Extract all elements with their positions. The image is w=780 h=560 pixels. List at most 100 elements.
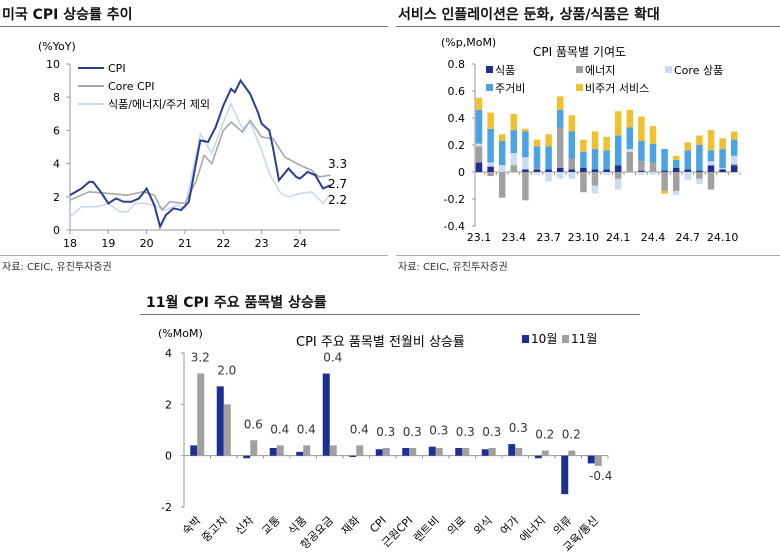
data-label: 2.0: [217, 363, 236, 377]
bar-segment: [591, 131, 599, 150]
left-panel-title: 미국 CPI 상승률 추이: [2, 7, 133, 23]
x-tick-label: 20: [140, 237, 154, 250]
legend-label: 에너지: [585, 64, 615, 77]
bar-segment: [510, 113, 518, 131]
bar-nov: [250, 440, 258, 456]
bar-segment: [649, 162, 657, 172]
bar-segment: [580, 139, 587, 152]
right-panel-title: 서비스 인플레이션은 둔화, 상품/식품은 확대: [398, 7, 660, 23]
bar-nov: [382, 447, 390, 456]
bar-segment: [487, 128, 494, 163]
bar-segment: [510, 130, 518, 154]
x-tick-label: 24.7: [676, 231, 701, 244]
bar-oct: [269, 447, 277, 456]
x-tick-label: 렌트비: [411, 514, 442, 545]
bar-segment: [661, 172, 668, 191]
x-tick-label: 24.4: [641, 231, 666, 244]
y-tick-label: -0.4: [444, 220, 465, 233]
bar-nov: [197, 373, 205, 456]
left-title-divider: [0, 26, 388, 27]
y-axis-unit: (%MoM): [158, 327, 203, 340]
bar-segment: [591, 149, 599, 170]
bar-segment: [487, 112, 494, 129]
bar-nov: [541, 450, 549, 456]
y-tick-label: 0.2: [448, 139, 466, 152]
data-label: 0.4: [323, 351, 342, 365]
bar-oct: [481, 449, 489, 456]
bar-segment: [498, 172, 506, 198]
y-tick-label: 0: [165, 450, 172, 463]
bar-segment: [568, 115, 576, 132]
y-axis-unit: (%YoY): [38, 40, 76, 53]
data-label: 0.3: [376, 425, 395, 439]
legend-label: Core 상품: [674, 64, 723, 77]
bar-segment: [719, 149, 726, 168]
left-source-divider: [0, 255, 388, 256]
bar-segment: [684, 172, 692, 181]
data-label: 3.2: [191, 351, 210, 365]
bar-segment: [626, 151, 634, 172]
data-label: 0.4: [297, 422, 316, 436]
bar-segment: [684, 142, 692, 151]
y-tick-label: 2: [53, 191, 60, 204]
bar-segment: [556, 109, 564, 128]
bar-segment: [580, 151, 587, 168]
bar-segment: [684, 150, 692, 170]
bar-oct: [296, 451, 304, 456]
legend-swatch: [576, 66, 583, 73]
data-label: 0.4: [350, 422, 369, 436]
bar-segment: [614, 111, 622, 136]
legend-label: CPI: [108, 62, 126, 75]
x-tick-label: 외식: [471, 514, 495, 538]
bar-segment: [614, 172, 622, 179]
x-tick-label: 재화: [339, 514, 363, 538]
legend-swatch: [486, 66, 493, 73]
y-tick-label: 2: [165, 398, 172, 411]
bar-nov: [488, 447, 496, 456]
legend-label: 식품/에너지/주거 제외: [108, 98, 210, 111]
data-label: 0.3: [403, 425, 422, 439]
bar-oct: [587, 455, 595, 464]
bar-segment: [533, 146, 541, 168]
legend-label: Core CPI: [108, 80, 155, 93]
bar-segment: [730, 155, 738, 164]
line-series-ex-food-energy-shelter: [69, 101, 332, 218]
right-title-divider: [396, 26, 780, 27]
bar-segment: [568, 169, 576, 172]
bar-segment: [684, 169, 692, 172]
x-tick-label: 24.10: [707, 231, 739, 244]
line-series-cpi: [69, 78, 332, 230]
bottom-title-divider: [140, 314, 640, 315]
bar-segment: [510, 153, 518, 166]
bar-segment: [638, 161, 645, 171]
y-tick-label: 4: [53, 158, 60, 171]
bar-segment: [707, 130, 715, 151]
legend-label: 식품: [495, 64, 515, 77]
bar-segment: [475, 162, 483, 172]
bar-segment: [707, 150, 715, 162]
bar-segment: [614, 178, 622, 190]
x-tick-label: 23.10: [568, 231, 600, 244]
bar-segment: [661, 149, 668, 171]
x-tick-label: 24.1: [606, 231, 631, 244]
bar-segment: [498, 134, 506, 141]
legend-swatch: [522, 335, 529, 343]
bar-oct: [322, 373, 330, 456]
bar-segment: [730, 139, 738, 156]
bar-segment: [522, 172, 529, 201]
bar-segment: [707, 165, 715, 172]
bar-segment: [545, 172, 552, 182]
bar-segment: [672, 167, 680, 172]
bar-nov: [223, 404, 231, 456]
y-tick-label: 0.4: [448, 112, 466, 125]
bar-segment: [638, 172, 645, 175]
x-tick-label: 중고차: [199, 514, 230, 545]
bar-segment: [510, 165, 518, 172]
bar-segment: [522, 128, 529, 132]
right-source: 자료: CEIC, 유진투자증권: [398, 262, 508, 273]
line-series-core-cpi: [69, 119, 331, 212]
bar-segment: [568, 158, 576, 170]
data-label: -0.4: [589, 469, 612, 483]
x-tick-label: 의료: [445, 514, 469, 538]
